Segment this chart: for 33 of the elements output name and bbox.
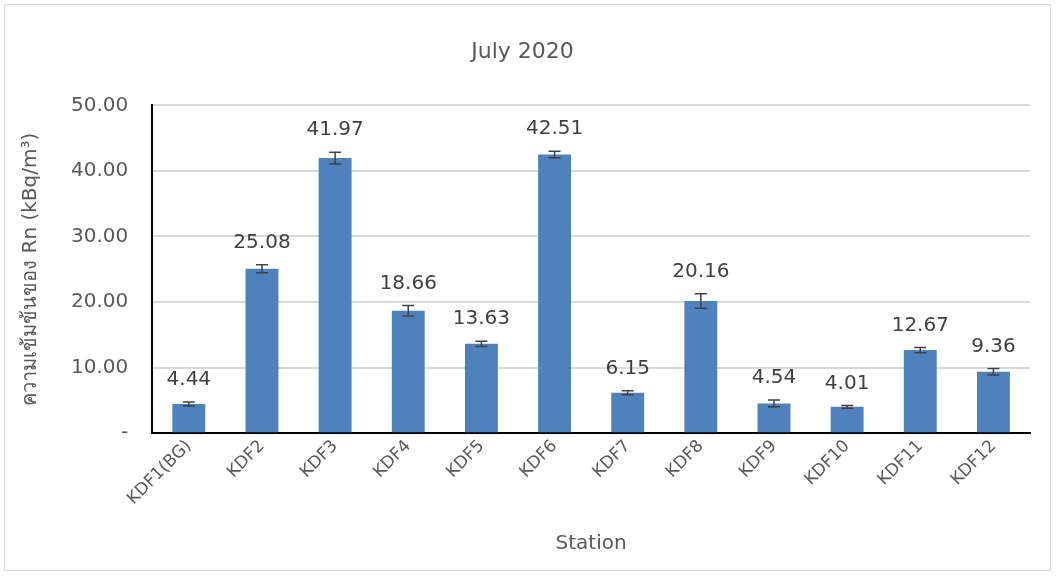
y-tick-label: 50.00 — [70, 91, 129, 116]
bar — [464, 343, 498, 433]
y-tick-label: 10.00 — [70, 353, 129, 378]
data-label: 13.63 — [452, 305, 511, 330]
y-axis-title: ความเข้มข้นของ Rn (kBq/m³) — [17, 132, 42, 406]
data-label: 9.36 — [971, 332, 1016, 357]
bar — [391, 310, 425, 433]
data-label: 12.67 — [891, 311, 949, 336]
bar — [903, 350, 937, 433]
bar — [611, 392, 645, 433]
data-label: 4.54 — [751, 364, 797, 389]
chart-title: July 2020 — [469, 37, 574, 63]
data-label: 25.08 — [233, 229, 291, 254]
bar — [172, 404, 206, 433]
data-label: 18.66 — [379, 269, 437, 294]
bar — [976, 371, 1010, 433]
bar — [245, 268, 279, 433]
bar — [757, 403, 791, 433]
bar — [318, 158, 352, 433]
y-tick-label: 20.00 — [70, 288, 129, 313]
bar — [830, 406, 864, 433]
data-label: 41.97 — [306, 116, 364, 141]
data-label: 6.15 — [605, 355, 650, 380]
data-label: 20.16 — [672, 257, 730, 282]
y-tick-label: 40.00 — [70, 157, 129, 182]
y-tick-label: - — [121, 419, 129, 444]
bar — [684, 301, 718, 433]
y-tick-label: 30.00 — [70, 222, 129, 247]
data-label: 4.01 — [824, 369, 870, 394]
data-label: 4.44 — [166, 366, 212, 391]
data-label: 42.51 — [525, 115, 584, 140]
bar — [538, 154, 572, 433]
x-axis-title: Station — [555, 530, 627, 555]
